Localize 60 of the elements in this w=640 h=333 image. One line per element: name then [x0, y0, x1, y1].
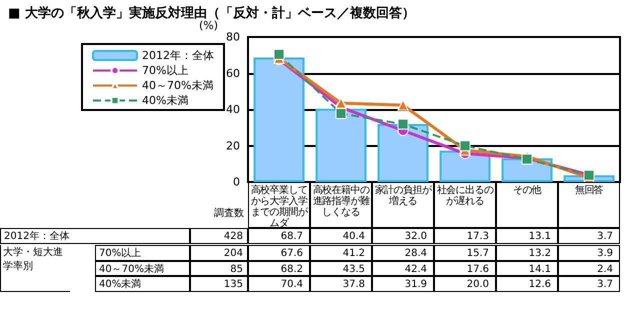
- text: 204: [190, 245, 248, 260]
- text: 40～70%未満: [99, 264, 164, 274]
- x-tick-label: 家計の負担が増える: [372, 182, 434, 228]
- legend-label: 2012年：全体: [142, 49, 214, 62]
- data-label: 31.9: [372, 276, 434, 292]
- chart-title: ■ 大学の「秋入学」実施反対理由（「反対・計」ベース／複数回答）: [8, 4, 415, 21]
- x-tick-label: 社会に出るのが遅れる: [434, 182, 496, 228]
- bar: [316, 108, 366, 182]
- data-label: 68.2: [248, 260, 310, 276]
- text: 85: [190, 260, 248, 276]
- data-label: 41.2: [310, 245, 372, 260]
- data-label: 2.4: [558, 260, 620, 276]
- bar: [254, 57, 304, 182]
- data-label: 28.4: [372, 245, 434, 260]
- legend-label: 40%未満: [142, 94, 188, 107]
- bar: [378, 124, 428, 182]
- text: 2012年：全体: [4, 231, 70, 242]
- text: 大学・短大進学率別: [0, 245, 70, 292]
- point: [336, 108, 346, 119]
- data-label: 70.4: [248, 276, 310, 292]
- y-axis-title: (%): [198, 19, 218, 32]
- data-label: 3.9: [558, 245, 620, 260]
- point: [336, 98, 346, 109]
- x-tick-label: 高校在籍中の進路指導が難しくなる: [310, 182, 372, 228]
- point: [274, 48, 284, 60]
- data-label: 17.6: [434, 260, 496, 276]
- y-tick-label: 80: [226, 30, 240, 44]
- x-tick-label: 無回答: [558, 182, 620, 228]
- x-tick-label: 高校卒業してから大学入学までの期間がムダ: [248, 182, 310, 229]
- x-tick-label: その他: [496, 182, 558, 228]
- data-label: 40.4: [310, 228, 372, 244]
- data-label: 15.7: [434, 245, 496, 260]
- y-tick-label: 40: [226, 103, 240, 116]
- point: [460, 140, 470, 152]
- data-label: 17.3: [434, 228, 496, 244]
- data-label: 68.7: [248, 228, 310, 244]
- legend-label: 70%以上: [142, 64, 188, 77]
- data-label: 14.1: [496, 260, 558, 276]
- y-tick-label: 20: [226, 139, 240, 152]
- data-label: 13.1: [496, 228, 558, 244]
- data-label: 3.7: [558, 276, 620, 292]
- y-tick-label: 60: [226, 66, 240, 80]
- point: [398, 118, 408, 130]
- data-label: 3.7: [558, 228, 620, 244]
- data-label: 43.5: [310, 260, 372, 276]
- point: [398, 100, 408, 111]
- data-label: 12.6: [496, 276, 558, 292]
- data-label: 67.6: [248, 245, 310, 260]
- text: 428: [190, 228, 248, 244]
- data-label: 32.0: [372, 228, 434, 244]
- data-label: 20.0: [434, 276, 496, 292]
- text: 調査数: [213, 206, 245, 220]
- legend-label: 40～70%未満: [142, 79, 214, 92]
- data-label: 42.4: [372, 260, 434, 276]
- y-tick-label: 0: [233, 176, 240, 188]
- text: 135: [190, 276, 248, 292]
- data-label: 13.2: [496, 245, 558, 260]
- text: 40%未満: [99, 279, 142, 290]
- text: 70%以上: [99, 248, 142, 259]
- data-label: 37.8: [310, 276, 372, 292]
